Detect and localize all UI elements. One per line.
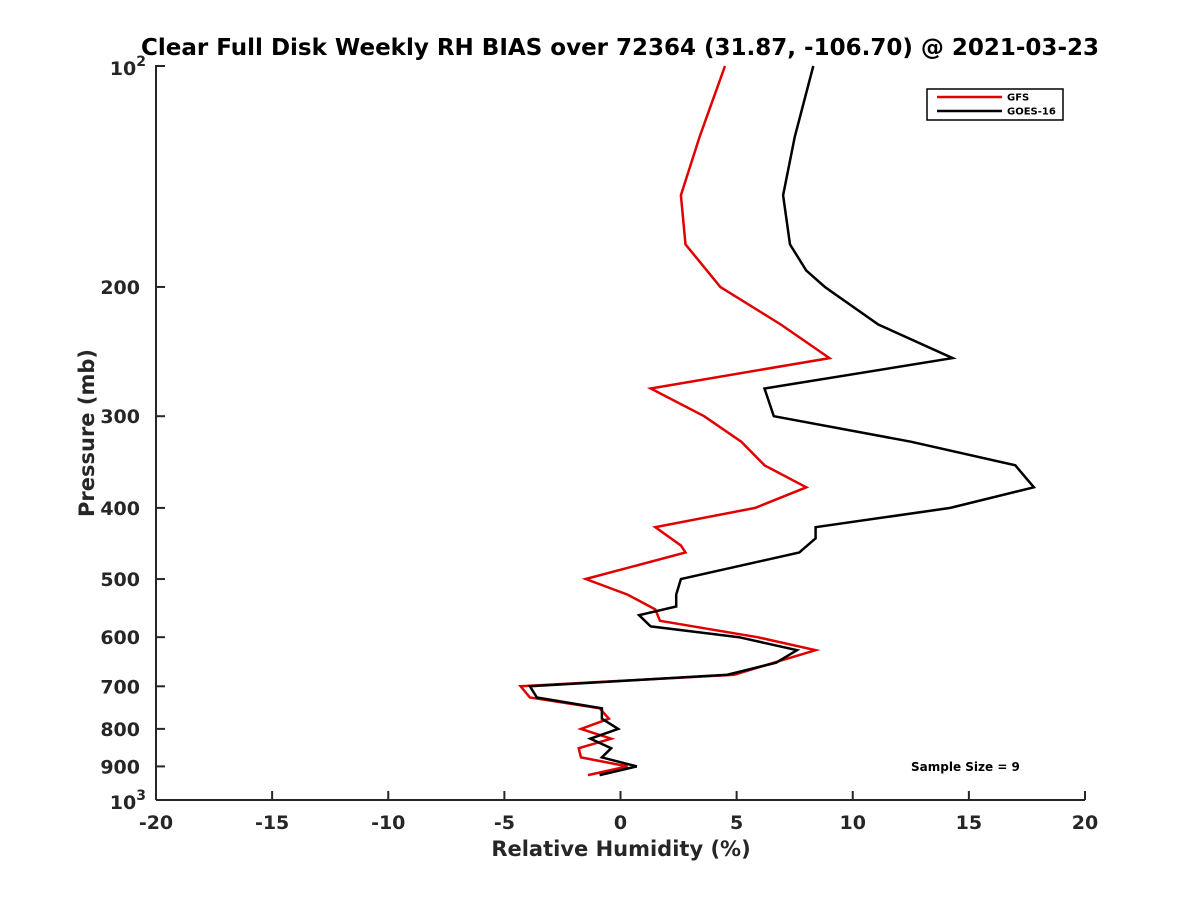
y-tick-label: 900 [100, 756, 140, 778]
y-tick-label: 102 [110, 54, 146, 80]
x-tick-label: 15 [956, 812, 982, 834]
y-tick-label: 500 [100, 569, 140, 591]
series-layer [518, 65, 1037, 777]
series-line [527, 65, 1037, 777]
y-tick-label: 200 [100, 277, 140, 299]
x-axis-label: Relative Humidity (%) [491, 837, 750, 861]
y-axis-label: Pressure (mb) [75, 349, 99, 517]
chart-title: Clear Full Disk Weekly RH BIAS over 7236… [141, 35, 1099, 61]
x-tick-label: -10 [371, 812, 405, 834]
series-line [518, 65, 833, 777]
legend: GFS GOES-16 [926, 88, 1064, 121]
y-tick-label: 700 [100, 676, 140, 698]
x-tick-label: -15 [255, 812, 289, 834]
sample-size-annotation: Sample Size = 9 [911, 760, 1020, 774]
x-tick-label: -5 [494, 812, 515, 834]
x-tick-label: 5 [730, 812, 743, 834]
x-tick-label: 10 [840, 812, 866, 834]
y-tick-label: 600 [100, 627, 140, 649]
legend-entries: GFS GOES-16 [937, 93, 1056, 118]
legend-box [926, 88, 1064, 121]
y-tick-label: 800 [100, 719, 140, 741]
x-tick-label: 20 [1072, 812, 1098, 834]
x-tick-label: -20 [139, 812, 173, 834]
legend-label: GOES-16 [1007, 107, 1056, 118]
y-tick-label: 400 [100, 498, 140, 520]
x-tick-label: 0 [614, 812, 627, 834]
y-tick-label: 300 [100, 406, 140, 428]
legend-label: GFS [1007, 93, 1029, 104]
plot-axes: -20 -15 -10 -5 0 5 10 15 20 102 200 300 400 500 600 700… [100, 54, 1098, 834]
y-tick-label: 103 [110, 788, 146, 814]
